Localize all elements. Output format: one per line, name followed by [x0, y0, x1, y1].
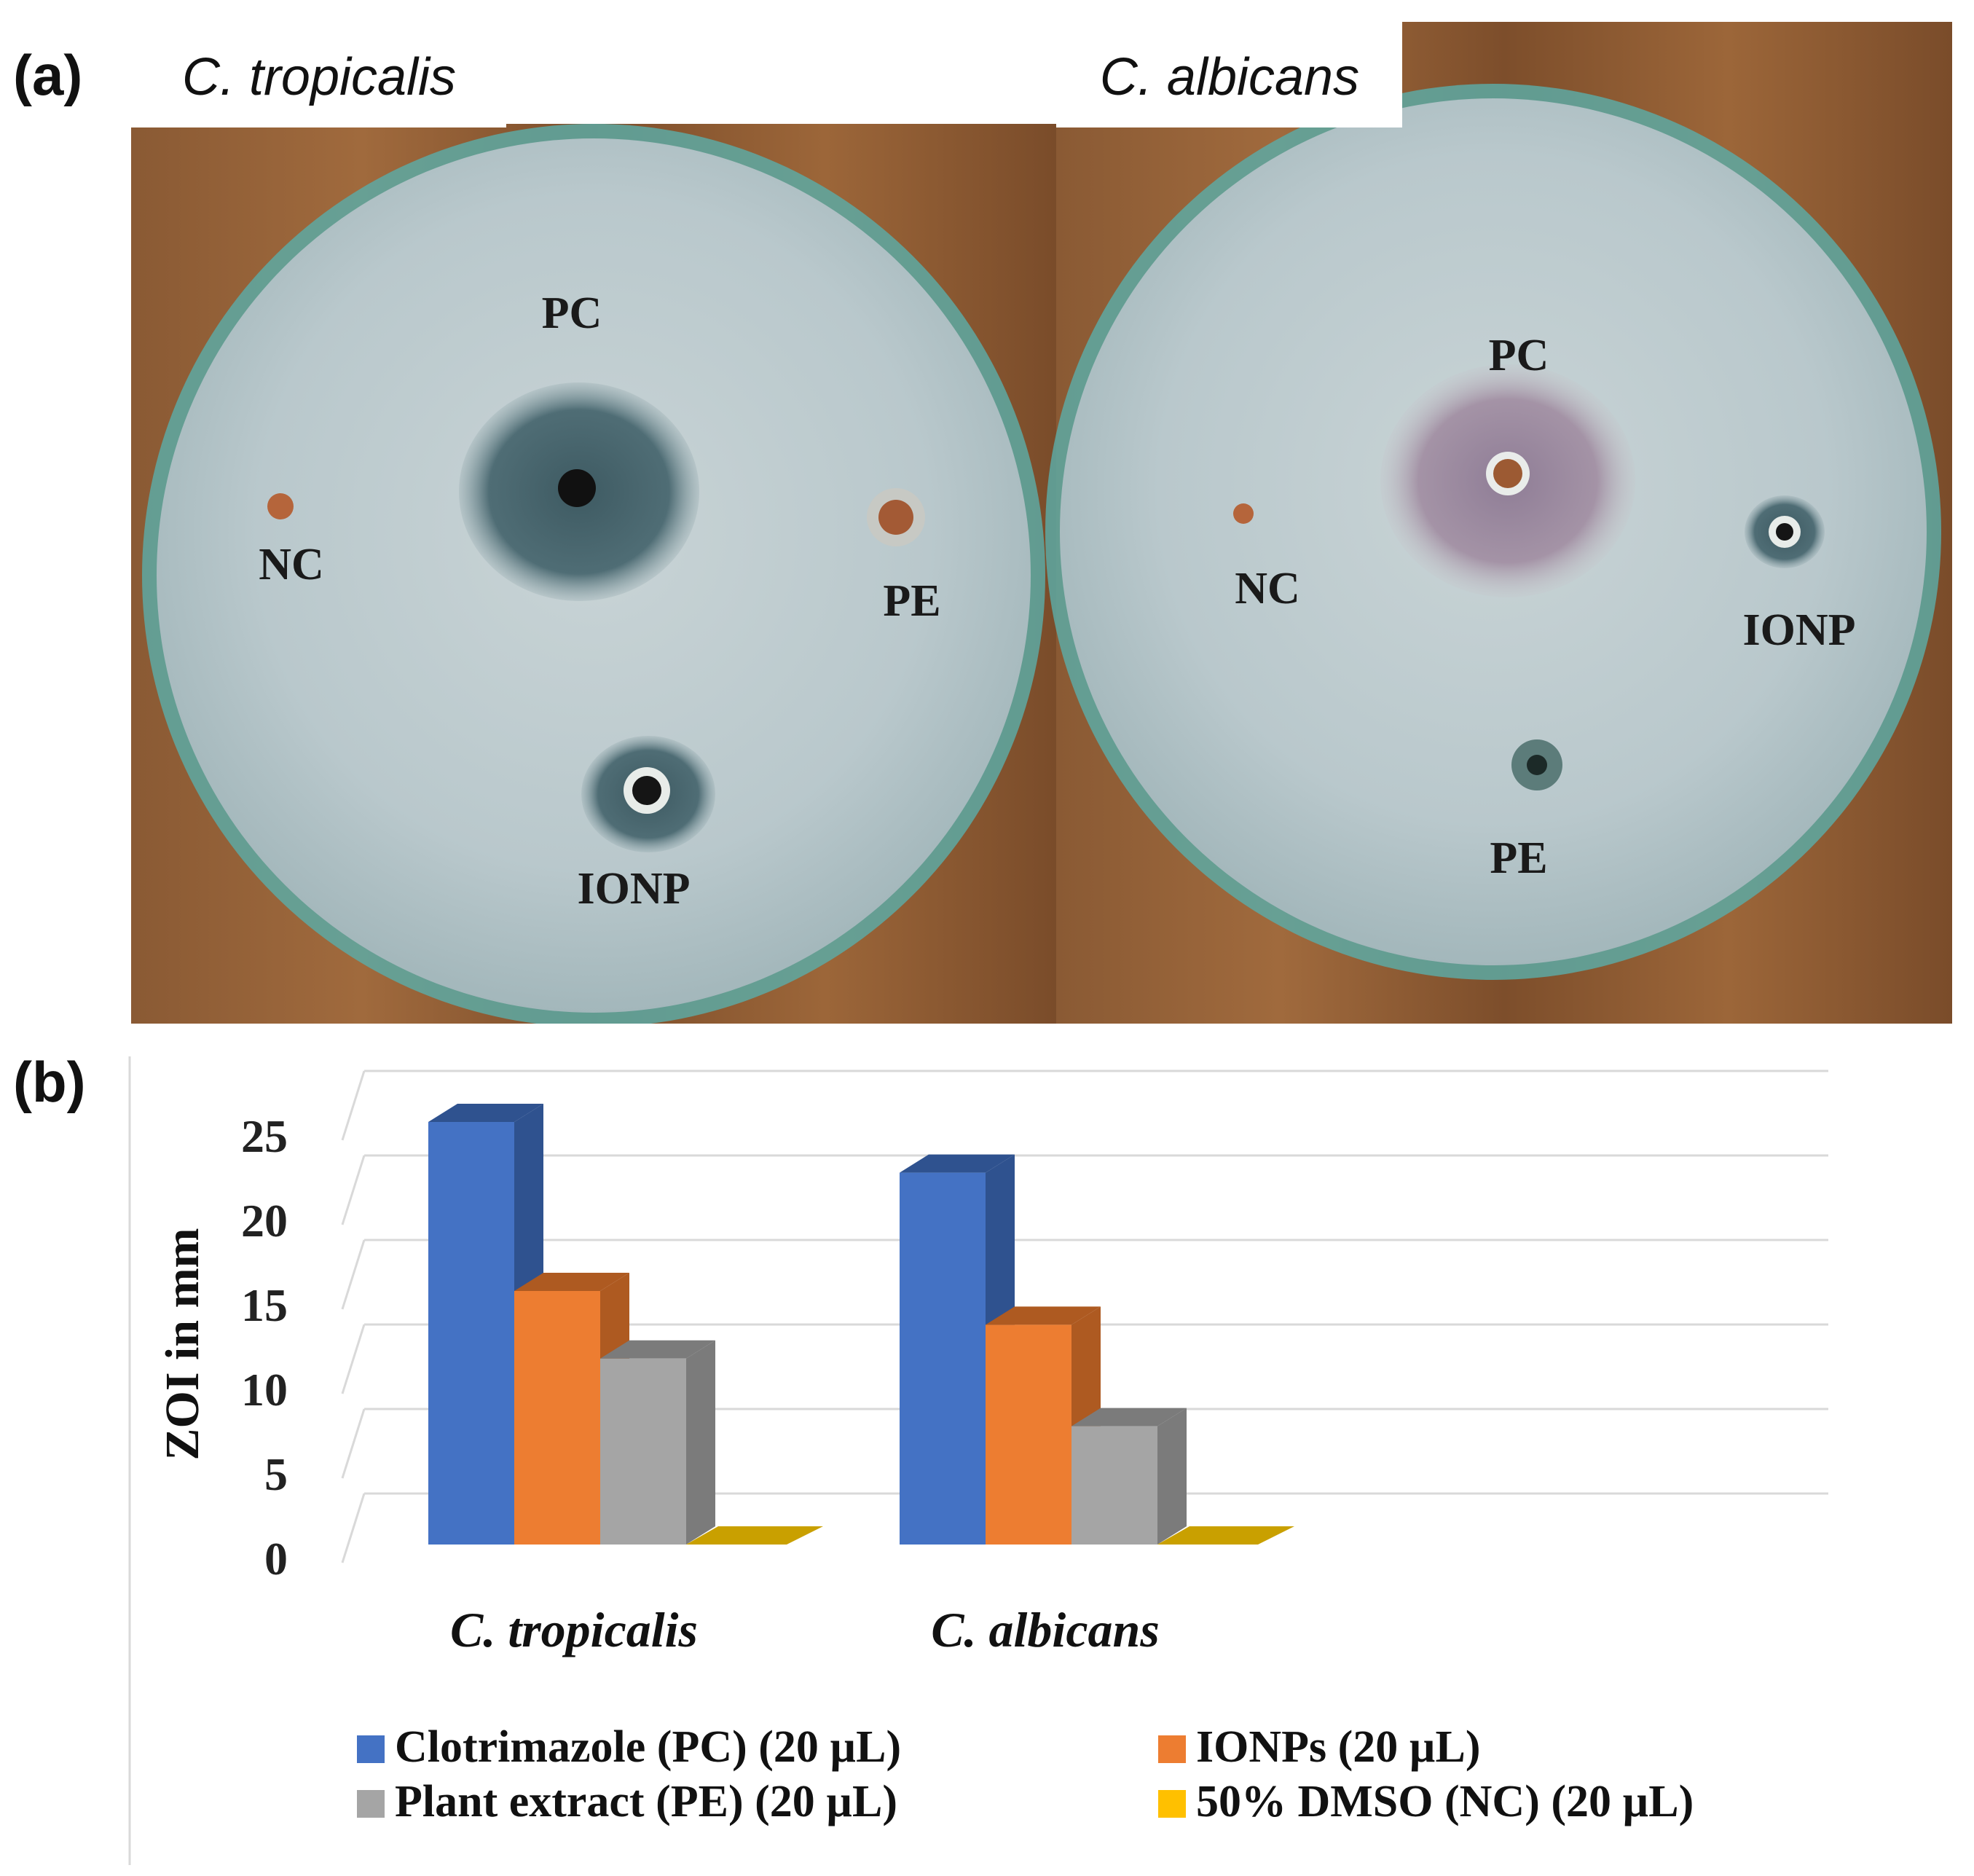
plate1-nc-label: NC — [259, 540, 324, 589]
gridline-depth — [341, 1070, 366, 1141]
plate-tropicalis: PC NC PE IONP — [142, 124, 1045, 1024]
species-label-box — [131, 22, 506, 127]
x-category-label: C. tropicalis — [450, 1602, 698, 1657]
bar-1-1 — [986, 1324, 1071, 1545]
plate2-pe-label: PE — [1490, 833, 1547, 883]
ionp-well — [632, 776, 661, 805]
legend-label: IONPs (20 µL) — [1196, 1722, 1481, 1772]
gridline-depth — [341, 1239, 366, 1310]
legend-label: 50% DMSO (NC) (20 µL) — [1196, 1777, 1694, 1826]
pc-well — [1493, 459, 1522, 488]
legend-label: Plant extract (PE) (20 µL) — [395, 1777, 897, 1826]
bar-side — [686, 1340, 715, 1545]
bar-side — [1157, 1408, 1187, 1545]
gridline-depth — [341, 1155, 366, 1225]
plate1-pe-label: PE — [883, 576, 940, 626]
bar-top — [900, 1154, 1015, 1173]
bar-2-0 — [600, 1358, 686, 1545]
bar-0-0 — [428, 1122, 514, 1545]
legend-swatch — [357, 1790, 385, 1818]
plate2-species-label: C. albicans — [1100, 48, 1359, 106]
legend-swatch — [1158, 1790, 1186, 1818]
petri-dish-photo: PC NC PE IONP PC NC IONP PE C. tropicali… — [131, 22, 1952, 1024]
y-axis-label: ZOI in mm — [156, 1228, 209, 1460]
legend-swatch — [1158, 1735, 1186, 1763]
plate-albicans: PC NC IONP PE — [1045, 84, 1941, 980]
y-tick-label: 25 — [241, 1110, 288, 1162]
bar-top — [428, 1104, 543, 1122]
gridline-depth — [341, 1493, 366, 1563]
zoi-bar-chart: 0 5 10 15 20 25 ZOI in mm C. tropicalis C. albic… — [128, 1056, 1828, 1865]
pe-well — [878, 500, 913, 535]
ionp-well — [1776, 523, 1793, 541]
plate2-nc-label: NC — [1235, 564, 1300, 613]
bar-2-1 — [1071, 1426, 1157, 1545]
pc-well — [558, 469, 596, 507]
species-label-box — [1056, 22, 1402, 127]
gridline-depth — [341, 1324, 366, 1394]
plate2-pc-label: PC — [1489, 331, 1549, 380]
gridline-depth — [341, 1408, 366, 1479]
y-tick-label: 20 — [241, 1195, 288, 1247]
bar-0-1 — [900, 1172, 986, 1545]
y-tick-label: 5 — [264, 1448, 288, 1500]
y-tick-label: 15 — [241, 1279, 288, 1331]
bar-3-1 — [1157, 1526, 1294, 1545]
legend-label: Clotrimazole (PC) (20 µL) — [395, 1722, 901, 1772]
panel-b-label: (b) — [13, 1050, 86, 1114]
pe-well — [1527, 755, 1547, 775]
bar-1-0 — [514, 1291, 600, 1545]
bar-3-0 — [686, 1526, 823, 1545]
nc-well — [1233, 503, 1254, 524]
bar-top — [1071, 1408, 1187, 1426]
nc-well — [267, 493, 294, 519]
plate1-ionp-label: IONP — [578, 864, 691, 914]
plate2-ionp-label: IONP — [1743, 605, 1856, 655]
plate1-species-label: C. tropicalis — [182, 48, 456, 106]
legend-swatch — [357, 1735, 385, 1763]
y-tick-label: 10 — [241, 1364, 288, 1416]
x-category-label: C. albicans — [931, 1602, 1160, 1657]
plate1-pc-label: PC — [542, 289, 602, 338]
bar-top — [600, 1340, 715, 1359]
bar-top — [514, 1273, 629, 1291]
bar-top — [986, 1306, 1101, 1325]
panel-a-label: (a) — [13, 43, 83, 107]
y-tick-label: 0 — [264, 1533, 288, 1585]
